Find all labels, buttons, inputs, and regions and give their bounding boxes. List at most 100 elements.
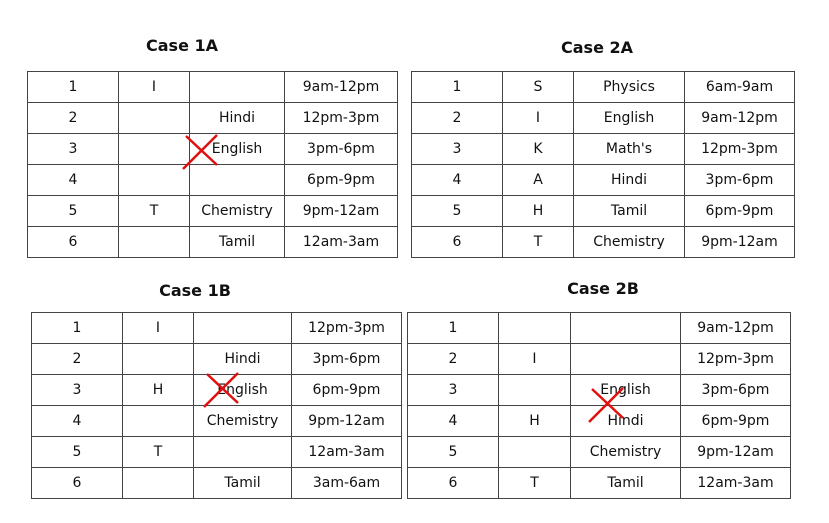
slot-number-cell: 2: [27, 102, 119, 134]
table-title: Case 1B: [159, 281, 231, 300]
letter-cell: [118, 133, 190, 165]
subject-cell: Physics: [573, 71, 685, 103]
table-row: 5 H Tamil 6pm-9pm: [411, 195, 795, 227]
slot-number-cell: 4: [411, 164, 503, 196]
letter-cell: S: [502, 71, 574, 103]
letter-cell: T: [498, 467, 571, 499]
slot-number-cell: 1: [411, 71, 503, 103]
subject-cell: Math's: [573, 133, 685, 165]
time-cell: 12pm-3pm: [680, 343, 791, 375]
table-row: 1 I 9am-12pm: [27, 71, 398, 103]
letter-cell: [122, 405, 194, 437]
time-cell: 3am-6am: [291, 467, 402, 499]
subject-cell: English: [193, 374, 292, 406]
letter-cell: [118, 226, 190, 258]
slot-number-cell: 5: [27, 195, 119, 227]
time-cell: 3pm-6pm: [284, 133, 398, 165]
time-cell: 6pm-9pm: [284, 164, 398, 196]
letter-cell: H: [122, 374, 194, 406]
table-row: 3 English 3pm-6pm: [27, 133, 398, 165]
subject-cell: Tamil: [193, 467, 292, 499]
table-row: 2 Hindi 12pm-3pm: [27, 102, 398, 134]
letter-cell: I: [498, 343, 571, 375]
time-cell: 12am-3am: [680, 467, 791, 499]
subject-cell: Hindi: [189, 102, 285, 134]
letter-cell: T: [122, 436, 194, 468]
time-cell: 9am-12pm: [680, 312, 791, 344]
letter-cell: [498, 312, 571, 344]
subject-cell: [193, 436, 292, 468]
subject-cell: [570, 343, 681, 375]
table-row: 2 I English 9am-12pm: [411, 102, 795, 134]
schedule-table: 1 9am-12pm 2 I 12pm-3pm 3 English 3pm-6pm 4 H Hind…: [407, 312, 791, 499]
subject-cell: Chemistry: [573, 226, 685, 258]
letter-cell: T: [118, 195, 190, 227]
table-row: 6 Tamil 12am-3am: [27, 226, 398, 258]
time-cell: 12am-3am: [291, 436, 402, 468]
schedule-table: 1 I 9am-12pm 2 Hindi 12pm-3pm 3 English 3pm-6pm 4…: [27, 71, 398, 258]
letter-cell: A: [502, 164, 574, 196]
slot-number-cell: 5: [407, 436, 499, 468]
table-row: 4 A Hindi 3pm-6pm: [411, 164, 795, 196]
time-cell: 12pm-3pm: [684, 133, 795, 165]
subject-cell: Hindi: [570, 405, 681, 437]
slot-number-cell: 1: [27, 71, 119, 103]
table-row: 2 I 12pm-3pm: [407, 343, 791, 375]
time-cell: 9am-12pm: [284, 71, 398, 103]
table-row: 4 6pm-9pm: [27, 164, 398, 196]
subject-cell: [193, 312, 292, 344]
slot-number-cell: 6: [31, 467, 123, 499]
time-cell: 3pm-6pm: [291, 343, 402, 375]
schedule-table: 1 I 12pm-3pm 2 Hindi 3pm-6pm 3 H English 6pm-9pm 4…: [31, 312, 402, 499]
table-row: 6 Tamil 3am-6am: [31, 467, 402, 499]
subject-cell: [189, 71, 285, 103]
table-row: 5 T 12am-3am: [31, 436, 402, 468]
slot-number-cell: 1: [407, 312, 499, 344]
slot-number-cell: 5: [411, 195, 503, 227]
letter-cell: H: [498, 405, 571, 437]
subject-cell: Tamil: [570, 467, 681, 499]
time-cell: 12pm-3pm: [291, 312, 402, 344]
table-row: 2 Hindi 3pm-6pm: [31, 343, 402, 375]
time-cell: 3pm-6pm: [680, 374, 791, 406]
slot-number-cell: 6: [27, 226, 119, 258]
table-row: 6 T Tamil 12am-3am: [407, 467, 791, 499]
subject-cell: English: [189, 133, 285, 165]
table-row: 3 H English 6pm-9pm: [31, 374, 402, 406]
time-cell: 9am-12pm: [684, 102, 795, 134]
slot-number-cell: 5: [31, 436, 123, 468]
letter-cell: [118, 102, 190, 134]
subject-cell: Tamil: [189, 226, 285, 258]
slot-number-cell: 2: [31, 343, 123, 375]
subject-cell: Chemistry: [570, 436, 681, 468]
slot-number-cell: 6: [407, 467, 499, 499]
table-title: Case 1A: [146, 36, 218, 55]
table-row: 4 H Hindi 6pm-9pm: [407, 405, 791, 437]
letter-cell: [498, 374, 571, 406]
table-row: 1 S Physics 6am-9am: [411, 71, 795, 103]
subject-cell: English: [570, 374, 681, 406]
slot-number-cell: 6: [411, 226, 503, 258]
table-row: 3 K Math's 12pm-3pm: [411, 133, 795, 165]
table-title: Case 2B: [567, 279, 639, 298]
time-cell: 9pm-12am: [291, 405, 402, 437]
table-row: 6 T Chemistry 9pm-12am: [411, 226, 795, 258]
subject-cell: Hindi: [193, 343, 292, 375]
letter-cell: [118, 164, 190, 196]
letter-cell: H: [502, 195, 574, 227]
letter-cell: I: [502, 102, 574, 134]
table-row: 4 Chemistry 9pm-12am: [31, 405, 402, 437]
letter-cell: T: [502, 226, 574, 258]
time-cell: 9pm-12am: [684, 226, 795, 258]
subject-cell: Chemistry: [189, 195, 285, 227]
slot-number-cell: 3: [27, 133, 119, 165]
letter-cell: K: [502, 133, 574, 165]
subject-cell: English: [573, 102, 685, 134]
table-row: 3 English 3pm-6pm: [407, 374, 791, 406]
time-cell: 6pm-9pm: [291, 374, 402, 406]
time-cell: 12pm-3pm: [284, 102, 398, 134]
subject-cell: Tamil: [573, 195, 685, 227]
slot-number-cell: 3: [411, 133, 503, 165]
letter-cell: [122, 467, 194, 499]
slot-number-cell: 3: [407, 374, 499, 406]
